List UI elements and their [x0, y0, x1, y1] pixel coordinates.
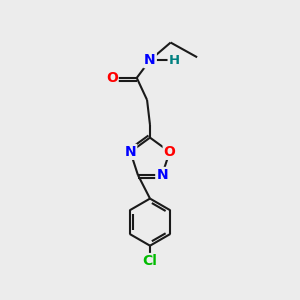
- Text: O: O: [106, 71, 118, 85]
- Text: H: H: [169, 54, 180, 67]
- Text: N: N: [144, 53, 156, 67]
- Text: N: N: [156, 168, 168, 182]
- Text: Cl: Cl: [142, 254, 158, 268]
- Text: N: N: [124, 145, 136, 159]
- Text: O: O: [164, 145, 176, 159]
